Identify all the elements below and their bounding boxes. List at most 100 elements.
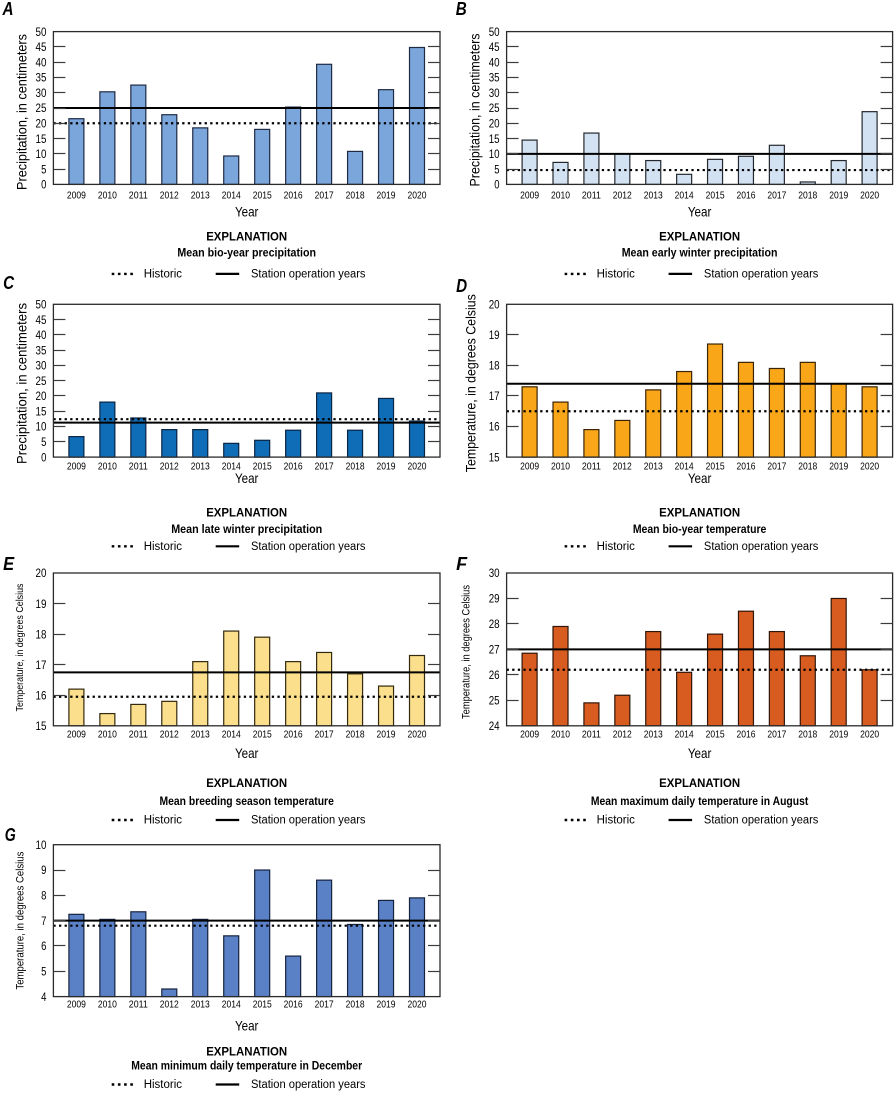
svg-text:50: 50 [489, 27, 500, 39]
svg-text:25: 25 [489, 696, 500, 708]
svg-text:Temperature, in degrees Celsiu: Temperature, in degrees Celsius [463, 294, 479, 472]
svg-text:2017: 2017 [315, 189, 334, 201]
svg-text:2013: 2013 [191, 461, 210, 473]
svg-text:2020: 2020 [408, 728, 427, 740]
svg-text:Historic: Historic [144, 541, 183, 553]
svg-text:35: 35 [489, 73, 500, 85]
svg-text:2014: 2014 [222, 461, 241, 473]
svg-text:8: 8 [41, 891, 46, 903]
svg-text:19: 19 [36, 599, 47, 611]
svg-text:45: 45 [36, 315, 47, 327]
svg-text:Mean minimum daily temperature: Mean minimum daily temperature in Decemb… [131, 1060, 362, 1072]
svg-text:2013: 2013 [191, 189, 210, 201]
svg-text:15: 15 [36, 134, 47, 146]
svg-text:Precipitation, in centimeters: Precipitation, in centimeters [14, 303, 30, 464]
svg-text:Mean bio-year temperature: Mean bio-year temperature [633, 524, 767, 536]
svg-text:15: 15 [489, 134, 500, 146]
svg-text:2009: 2009 [67, 999, 86, 1011]
svg-text:Historic: Historic [597, 268, 636, 280]
svg-text:Station operation years: Station operation years [251, 268, 366, 280]
svg-text:2015: 2015 [253, 728, 272, 740]
svg-text:Year: Year [235, 470, 259, 486]
svg-text:2011: 2011 [129, 461, 148, 473]
svg-text:2019: 2019 [829, 728, 848, 740]
svg-text:EXPLANATION: EXPLANATION [206, 1045, 287, 1059]
svg-text:Historic: Historic [597, 815, 636, 827]
svg-text:50: 50 [36, 300, 47, 312]
svg-text:G: G [5, 824, 16, 845]
svg-text:2017: 2017 [315, 461, 334, 473]
svg-text:18: 18 [489, 361, 500, 373]
svg-text:2011: 2011 [582, 728, 601, 740]
svg-text:0: 0 [494, 180, 499, 192]
svg-text:2020: 2020 [860, 461, 879, 473]
svg-text:2020: 2020 [408, 999, 427, 1011]
svg-text:2020: 2020 [860, 189, 879, 201]
svg-text:Station operation years: Station operation years [251, 815, 366, 827]
svg-text:40: 40 [36, 57, 47, 69]
svg-text:2017: 2017 [767, 189, 786, 201]
svg-text:10: 10 [36, 840, 47, 852]
svg-text:2019: 2019 [377, 189, 396, 201]
svg-text:2015: 2015 [706, 461, 725, 473]
svg-text:30: 30 [36, 361, 47, 373]
svg-text:28: 28 [489, 619, 500, 631]
svg-text:2009: 2009 [520, 189, 539, 201]
svg-text:2018: 2018 [798, 189, 817, 201]
svg-text:25: 25 [36, 376, 47, 388]
svg-text:A: A [2, 0, 14, 19]
svg-text:5: 5 [41, 967, 46, 979]
svg-text:17: 17 [489, 391, 500, 403]
svg-text:2020: 2020 [860, 728, 879, 740]
svg-text:2019: 2019 [829, 189, 848, 201]
svg-text:20: 20 [36, 119, 47, 131]
svg-text:16: 16 [36, 690, 47, 702]
svg-text:2009: 2009 [67, 189, 86, 201]
svg-text:2019: 2019 [377, 461, 396, 473]
svg-text:Historic: Historic [144, 1079, 183, 1091]
svg-text:EXPLANATION: EXPLANATION [206, 506, 287, 520]
svg-text:Station operation years: Station operation years [704, 268, 819, 280]
svg-text:2014: 2014 [675, 461, 694, 473]
svg-text:EXPLANATION: EXPLANATION [206, 230, 287, 244]
svg-text:2009: 2009 [67, 728, 86, 740]
svg-text:Temperature, in degrees Celsiu: Temperature, in degrees Celsius [461, 585, 473, 719]
svg-text:5: 5 [41, 437, 46, 449]
svg-text:Temperature, in degrees Celsiu: Temperature, in degrees Celsius [15, 851, 27, 989]
svg-text:2017: 2017 [767, 728, 786, 740]
svg-text:2011: 2011 [582, 189, 601, 201]
svg-text:2012: 2012 [613, 461, 632, 473]
svg-text:D: D [456, 275, 467, 296]
svg-text:18: 18 [36, 629, 47, 641]
svg-text:30: 30 [489, 88, 500, 100]
svg-text:2015: 2015 [253, 999, 272, 1011]
svg-text:Year: Year [235, 745, 259, 761]
svg-text:Historic: Historic [144, 268, 183, 280]
svg-text:2014: 2014 [222, 189, 241, 201]
svg-text:0: 0 [41, 180, 46, 192]
svg-text:2014: 2014 [222, 728, 241, 740]
svg-text:C: C [3, 272, 15, 293]
svg-text:EXPLANATION: EXPLANATION [659, 506, 740, 520]
svg-text:20: 20 [36, 391, 47, 403]
svg-text:29: 29 [489, 594, 500, 606]
svg-text:2016: 2016 [737, 461, 756, 473]
svg-text:2016: 2016 [284, 728, 303, 740]
svg-text:2015: 2015 [706, 728, 725, 740]
svg-text:2019: 2019 [377, 728, 396, 740]
svg-text:6: 6 [41, 941, 46, 953]
svg-text:40: 40 [489, 57, 500, 69]
svg-text:Temperature, in degrees Celsiu: Temperature, in degrees Celsius [14, 584, 26, 712]
svg-text:9: 9 [41, 865, 46, 877]
svg-text:2016: 2016 [737, 189, 756, 201]
svg-text:15: 15 [36, 721, 47, 733]
svg-text:Precipitation, in centimeters: Precipitation, in centimeters [14, 34, 30, 190]
svg-text:45: 45 [489, 42, 500, 54]
svg-text:Historic: Historic [144, 815, 183, 827]
svg-text:35: 35 [36, 73, 47, 85]
svg-text:24: 24 [489, 721, 500, 733]
svg-text:2017: 2017 [315, 728, 334, 740]
svg-text:5: 5 [494, 164, 499, 176]
svg-text:2014: 2014 [675, 189, 694, 201]
svg-text:2011: 2011 [129, 728, 148, 740]
